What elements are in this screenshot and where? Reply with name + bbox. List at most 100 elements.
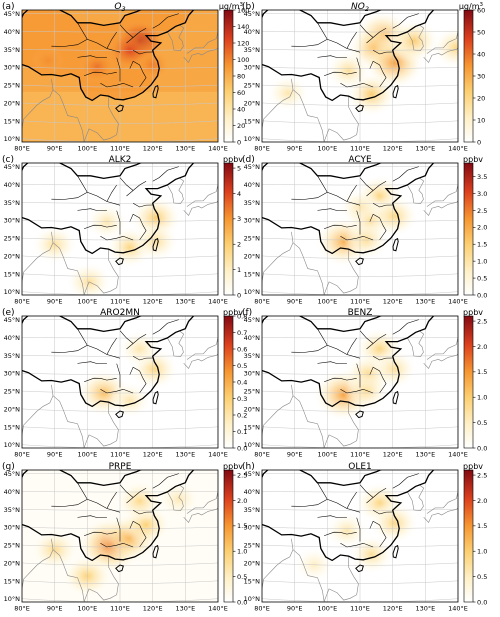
parallel-line — [262, 184, 458, 186]
province-border — [317, 208, 347, 211]
coastline — [183, 183, 218, 217]
coastline — [423, 336, 458, 370]
lat-tick-label: 40°N — [244, 488, 261, 496]
colorbar: 0 1 2 3 4 5 — [223, 162, 241, 299]
lat-tick-label: 25°N — [4, 82, 21, 90]
lat-tick-label: 40°N — [244, 334, 261, 342]
province-border — [369, 366, 380, 375]
province-border — [379, 217, 387, 241]
province-border — [291, 39, 328, 47]
lon-tick-label: 110°E — [350, 145, 370, 153]
colorbar-tick-label: 30 — [477, 72, 485, 80]
panel-title: O3 — [114, 2, 125, 13]
province-border — [356, 57, 361, 82]
province-border — [116, 210, 121, 235]
country-border — [262, 10, 435, 102]
province-border — [346, 31, 357, 49]
lon-tick-label: 120°E — [143, 451, 163, 459]
lat-tick-label: 15°N — [4, 270, 21, 278]
province-border — [139, 524, 147, 548]
province-border — [324, 531, 357, 537]
lat-tick-label: 10°N — [244, 441, 261, 449]
lat-tick-label: 15°N — [4, 423, 21, 431]
province-border — [317, 22, 361, 53]
parallel-line — [262, 491, 458, 493]
province-border — [129, 366, 140, 375]
lat-tick-label: 15°N — [4, 117, 21, 125]
lon-tick-label: 80°E — [254, 298, 270, 306]
province-border — [77, 175, 121, 206]
province-border — [340, 83, 374, 88]
map-outlines — [22, 163, 218, 295]
parallel-line — [22, 580, 218, 584]
province-border — [369, 520, 380, 529]
lon-tick-label: 110°E — [350, 605, 370, 613]
province-border — [132, 50, 153, 55]
province-border — [77, 328, 121, 359]
parallel-line — [262, 120, 458, 124]
lon-tick-label: 80°E — [14, 298, 30, 306]
map-outlines — [22, 10, 218, 142]
hotspot — [159, 481, 199, 517]
colorbar-tick-label: 4 — [237, 190, 241, 198]
province-border — [77, 22, 121, 53]
colorbar-gradient — [463, 469, 474, 603]
lon-tick-label: 140°E — [208, 145, 228, 153]
province-border — [84, 377, 117, 383]
lat-tick-label: 30°N — [4, 64, 21, 72]
colorbar-tick-label: 1.0 — [237, 548, 247, 556]
hotspot — [116, 481, 163, 521]
colorbar-unit: μg/m3 — [219, 2, 244, 11]
province-border — [152, 319, 179, 335]
province-border — [51, 345, 88, 353]
map-panel-c: (c) ALK2 10°N 15°N 20°N 25°N 30°N 35°N 40°N 45°N 8… — [2, 155, 243, 306]
parallel-line — [262, 355, 458, 357]
hotspot — [388, 18, 440, 64]
province-border — [366, 488, 387, 504]
graticule — [22, 470, 218, 602]
province-border — [77, 482, 121, 513]
parallel-line — [22, 84, 218, 88]
lon-tick-label: 110°E — [350, 298, 370, 306]
province-border — [139, 370, 147, 394]
colorbar-tick-label: 0.0 — [477, 444, 487, 452]
coastline — [167, 177, 185, 205]
lat-tick-label: 45°N — [4, 470, 21, 478]
panel-title: ALK2 — [109, 155, 132, 165]
colorbar-unit: ppbv — [463, 308, 483, 317]
lon-tick-label: 80°E — [254, 451, 270, 459]
parallel-line — [262, 84, 458, 88]
map-frame — [261, 162, 459, 296]
coastline — [22, 384, 54, 437]
map-panel-h: (h) OLE1 10°N 15°N 20°N 25°N 30°N 35°N 40°N 45°N 8… — [242, 462, 487, 613]
province-border — [359, 24, 374, 38]
province-border — [119, 484, 134, 498]
parallel-line — [262, 426, 458, 430]
lon-tick-label: 100°E — [77, 298, 97, 306]
parallel-line — [262, 31, 458, 33]
colorbar-tick-label: 2.0 — [477, 497, 487, 505]
hotspot — [266, 74, 310, 112]
country-border — [262, 316, 435, 408]
parallel-line — [22, 291, 218, 295]
colorbar: 0.0 0.1 0.2 0.3 0.4 0.5 0.6 0.7 0.8 — [223, 312, 247, 452]
lat-tick-label: 45°N — [4, 163, 21, 171]
province-border — [126, 28, 147, 44]
lon-tick-label: 120°E — [143, 605, 163, 613]
colorbar-tick-label: 0.0 — [237, 598, 247, 606]
lon-tick-label: 120°E — [383, 605, 403, 613]
lat-tick-label: 10°N — [4, 135, 21, 143]
colorbar-tick-label: 2.5 — [477, 207, 487, 215]
lon-tick-label: 90°E — [47, 145, 63, 153]
province-border — [346, 337, 357, 355]
lon-tick-label: 100°E — [317, 451, 337, 459]
coastline — [423, 183, 458, 217]
coastline — [292, 242, 359, 295]
province-border — [392, 166, 419, 182]
colorbar-gradient — [223, 315, 234, 449]
parallel-line — [22, 273, 218, 277]
province-border — [106, 184, 117, 202]
lat-tick-label: 40°N — [244, 28, 261, 36]
colorbar-tick-label: 20 — [237, 122, 245, 130]
